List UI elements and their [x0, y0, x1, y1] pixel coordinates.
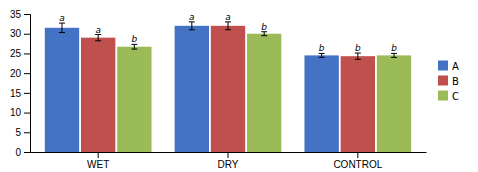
tick-label: WET	[87, 159, 109, 170]
tick-label: 10	[10, 107, 22, 118]
annotation: b	[391, 43, 397, 53]
error-line	[394, 53, 395, 57]
series	[117, 32, 411, 152]
bar	[341, 56, 375, 152]
error-bar	[225, 22, 231, 30]
legend-item: B	[438, 76, 459, 87]
tick: WET	[87, 152, 109, 170]
error-bar	[319, 53, 325, 57]
error-bar	[59, 23, 65, 32]
tick-mark	[357, 152, 358, 158]
error-cap	[95, 40, 101, 41]
legend: ABC	[438, 61, 459, 102]
y-axis: 0 5 10 15 20 25 30 35	[10, 9, 31, 158]
tick-label: 30	[10, 28, 22, 39]
error-cap	[189, 29, 195, 30]
error-bar	[391, 53, 397, 57]
bars	[45, 22, 411, 152]
annotation: a	[225, 12, 231, 22]
tick-mark	[24, 73, 30, 74]
legend-swatch	[438, 76, 448, 86]
tick-label: 35	[10, 9, 22, 20]
tick-mark	[24, 132, 30, 133]
legend-item: C	[438, 91, 459, 102]
bar	[45, 28, 79, 152]
tick-label: 25	[10, 48, 22, 59]
bar	[247, 34, 281, 152]
tick: 10	[10, 107, 30, 118]
error-line	[321, 53, 322, 57]
bar	[211, 26, 245, 152]
series	[81, 22, 375, 152]
tick-label: 15	[10, 88, 22, 99]
tick: CONTROL	[333, 152, 382, 170]
error-cap	[355, 59, 361, 60]
tick-mark	[98, 152, 99, 158]
tick-mark	[24, 53, 30, 54]
tick: 30	[10, 28, 30, 39]
annotation: a	[59, 13, 65, 23]
tick-label: CONTROL	[333, 159, 382, 170]
bar	[304, 55, 338, 152]
legend-item: A	[438, 61, 459, 72]
tick-mark	[24, 113, 30, 114]
error-line	[98, 35, 99, 41]
annotation: a	[95, 25, 101, 35]
tick-mark	[228, 152, 229, 158]
bar	[81, 38, 115, 152]
error-cap	[225, 29, 231, 30]
tick-label: 5	[15, 127, 21, 138]
tick: DRY	[218, 152, 239, 170]
legend-label: B	[452, 76, 459, 87]
annotation: b	[261, 22, 267, 32]
error-cap	[319, 57, 325, 58]
error-bar	[131, 44, 137, 49]
error-bar	[355, 53, 361, 59]
tick: 0	[15, 147, 30, 158]
error-bar	[261, 32, 267, 36]
tick-mark	[24, 152, 30, 153]
series	[45, 22, 339, 152]
bar	[377, 55, 411, 152]
annotation: a	[189, 12, 195, 22]
error-bar	[189, 22, 195, 30]
tick-mark	[24, 93, 30, 94]
tick: 15	[10, 88, 30, 99]
chart: 0 5 10 15 20 25 30 35 WET DRY CONTROL a a b a a b b b b ABC	[0, 0, 478, 172]
error-line	[357, 53, 358, 59]
tick-label: 0	[15, 147, 21, 158]
tick-label: DRY	[218, 159, 239, 170]
annotation: b	[131, 34, 137, 44]
bar	[175, 26, 209, 152]
legend-label: C	[452, 91, 459, 102]
error-cap	[261, 35, 267, 36]
tick-label: 20	[10, 68, 22, 79]
tick: 5	[15, 127, 30, 138]
error-line	[61, 23, 62, 32]
plot: 0 5 10 15 20 25 30 35 WET DRY CONTROL a a b a a b b b b	[10, 9, 427, 170]
annotation: b	[355, 43, 361, 53]
error-line	[191, 22, 192, 30]
legend-swatch	[438, 61, 448, 71]
tick: 25	[10, 48, 30, 59]
bar	[117, 47, 151, 152]
error-bar	[95, 35, 101, 41]
legend-swatch	[438, 91, 448, 101]
x-axis: WET DRY CONTROL	[31, 152, 427, 170]
tick: 35	[10, 9, 30, 20]
error-line	[264, 32, 265, 36]
annotation: b	[319, 43, 325, 53]
annotations: a a b a a b b b b	[59, 12, 397, 54]
tick-mark	[24, 34, 30, 35]
tick: 20	[10, 68, 30, 79]
legend-label: A	[452, 61, 459, 72]
error-cap	[59, 32, 65, 33]
error-line	[228, 22, 229, 30]
axis-line	[24, 15, 31, 153]
error-cap	[391, 57, 397, 58]
error-cap	[131, 49, 137, 50]
error-line	[134, 44, 135, 49]
tick-mark	[24, 14, 30, 15]
